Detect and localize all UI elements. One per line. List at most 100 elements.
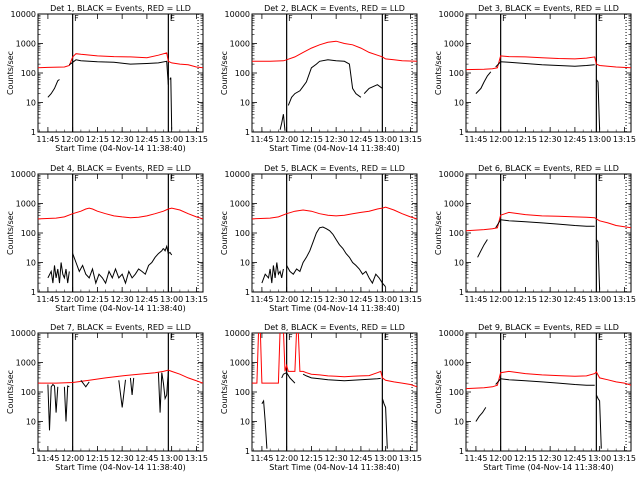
x-tick-label: 13:15 <box>613 295 636 304</box>
y-tick-label: 10000 <box>439 170 464 179</box>
y-tick-label: 10000 <box>225 10 250 19</box>
x-tick-label: 11:45 <box>464 135 487 144</box>
marker-label: F <box>288 174 293 183</box>
y-tick-label: 10000 <box>11 170 36 179</box>
marker-label: E <box>170 174 175 183</box>
events-series-line <box>261 399 268 449</box>
events-series-line <box>477 239 488 258</box>
x-tick-label: 12:00 <box>489 295 512 304</box>
marker-label: F <box>502 14 507 23</box>
x-tick-label: 12:15 <box>86 295 109 304</box>
y-tick-label: 100 <box>449 388 464 397</box>
y-axis-label: Counts/sec <box>220 51 229 95</box>
marker-label: F <box>288 333 293 342</box>
y-tick-label: 10 <box>26 99 36 108</box>
x-tick-label: 12:15 <box>86 454 109 463</box>
y-tick-label: 1000 <box>16 200 36 209</box>
panel-title: Det 9, BLACK = Events, RED = LLD <box>478 323 619 332</box>
panel-title: Det 3, BLACK = Events, RED = LLD <box>478 4 619 13</box>
x-tick-label: 12:30 <box>325 135 348 144</box>
y-axis-label: Counts/sec <box>6 370 15 414</box>
marker-label: E <box>384 333 389 342</box>
events-series-line <box>495 378 595 386</box>
x-tick-label: 12:00 <box>489 454 512 463</box>
x-tick-label: 13:00 <box>160 295 183 304</box>
y-tick-label: 100 <box>235 388 250 397</box>
x-tick-label: 12:30 <box>539 295 562 304</box>
x-tick-label: 11:45 <box>36 135 59 144</box>
y-tick-label: 10 <box>26 259 36 268</box>
x-axis-label: Start Time (04-Nov-14 11:38:40) <box>55 304 185 313</box>
y-tick-label: 1 <box>31 288 36 297</box>
x-tick-label: 11:45 <box>464 454 487 463</box>
x-tick-label: 12:30 <box>111 295 134 304</box>
panel-title: Det 2, BLACK = Events, RED = LLD <box>264 4 405 13</box>
y-tick-label: 10 <box>26 418 36 427</box>
y-tick-label: 1000 <box>444 40 464 49</box>
y-axis-label: Counts/sec <box>434 370 443 414</box>
events-series-line <box>281 372 296 384</box>
y-tick-label: 1 <box>459 128 464 137</box>
marker-label: E <box>384 174 389 183</box>
marker-label: E <box>170 333 175 342</box>
y-tick-label: 1000 <box>230 40 250 49</box>
events-series-line <box>595 394 602 449</box>
events-series-line <box>261 262 284 284</box>
y-tick-label: 10000 <box>439 329 464 338</box>
lld-series-line <box>252 40 417 62</box>
events-series-line <box>302 373 381 382</box>
events-series-line <box>157 371 169 413</box>
y-tick-label: 100 <box>21 388 36 397</box>
x-tick-label: 12:00 <box>61 454 84 463</box>
marker-label: E <box>598 333 603 342</box>
x-tick-label: 12:15 <box>514 295 537 304</box>
lld-series-line <box>38 369 203 384</box>
x-tick-label: 12:45 <box>563 135 586 144</box>
x-tick-label: 13:15 <box>399 295 422 304</box>
events-series-line <box>47 383 59 431</box>
marker-label: F <box>74 333 79 342</box>
y-tick-label: 1 <box>245 288 250 297</box>
x-axis-label: Start Time (04-Nov-14 11:38:40) <box>483 463 613 472</box>
events-series-line <box>162 244 173 256</box>
y-tick-label: 100 <box>449 229 464 238</box>
x-axis-label: Start Time (04-Nov-14 11:38:40) <box>269 463 399 472</box>
marker-label: E <box>170 14 175 23</box>
detector-panel-5: Det 5, BLACK = Events, RED = LLD Counts/s… <box>220 164 422 313</box>
x-tick-label: 13:15 <box>399 454 422 463</box>
y-axis-label: Counts/sec <box>220 370 229 414</box>
marker-label: F <box>288 14 293 23</box>
y-axis-label: Counts/sec <box>6 211 15 255</box>
x-tick-label: 12:15 <box>300 135 323 144</box>
plot-frame <box>251 173 418 293</box>
marker-label: F <box>74 174 79 183</box>
x-tick-label: 13:00 <box>160 454 183 463</box>
x-tick-label: 13:00 <box>374 454 397 463</box>
x-tick-label: 12:45 <box>135 295 158 304</box>
x-tick-label: 12:15 <box>300 454 323 463</box>
events-series-line <box>118 379 126 408</box>
marker-label: F <box>74 14 79 23</box>
y-tick-label: 1 <box>459 288 464 297</box>
panel-title: Det 6, BLACK = Events, RED = LLD <box>478 164 619 173</box>
x-axis-label: Start Time (04-Nov-14 11:38:40) <box>269 144 399 153</box>
x-tick-label: 12:30 <box>539 135 562 144</box>
y-tick-label: 100 <box>235 69 250 78</box>
events-series-line <box>475 71 492 94</box>
y-tick-label: 10000 <box>225 329 250 338</box>
x-tick-label: 13:00 <box>588 295 611 304</box>
x-tick-label: 11:45 <box>250 454 273 463</box>
x-axis-label: Start Time (04-Nov-14 11:38:40) <box>55 463 185 472</box>
y-tick-label: 10 <box>454 259 464 268</box>
y-tick-label: 10000 <box>11 10 36 19</box>
x-tick-label: 13:15 <box>613 135 636 144</box>
x-tick-label: 11:45 <box>464 295 487 304</box>
y-tick-label: 10000 <box>11 329 36 338</box>
detector-panel-6: Det 6, BLACK = Events, RED = LLD Counts/s… <box>434 164 636 304</box>
panel-title: Det 4, BLACK = Events, RED = LLD <box>50 164 191 173</box>
x-tick-label: 13:00 <box>588 454 611 463</box>
events-series-line <box>495 219 595 229</box>
x-tick-label: 13:00 <box>374 135 397 144</box>
events-series-line <box>80 379 90 388</box>
lld-series-line <box>38 207 203 220</box>
